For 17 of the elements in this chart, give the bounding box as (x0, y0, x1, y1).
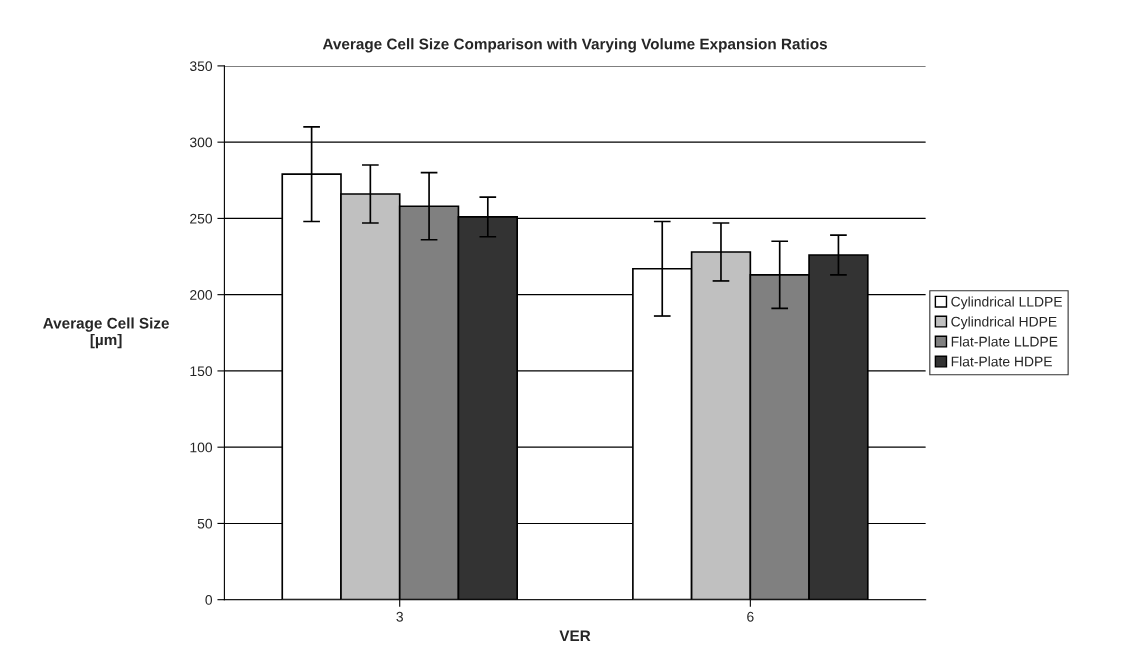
y-tick-label: 0 (205, 595, 213, 605)
y-tick-label: 100 (190, 442, 213, 453)
y-tick-label: 150 (190, 366, 213, 377)
legend-label: Flat-Plate LLDPE (951, 336, 1058, 347)
y-tick-label: 200 (190, 290, 213, 300)
y-axis-title: Average Cell Size [µm] (43, 317, 169, 349)
y-tick-label: 50 (197, 518, 213, 529)
chart-title: Average Cell Size Comparison with Varying Volume Expansion Ratios (322, 38, 827, 53)
y-tick-label: 350 (189, 61, 213, 72)
legend-label: Cylindrical LLDPE (951, 296, 1062, 310)
y-tick-label: 250 (190, 213, 213, 224)
x-tick-label: 3 (396, 611, 403, 622)
x-tick-label: 6 (747, 611, 754, 622)
legend-label: Flat-Plate HDPE (951, 356, 1052, 367)
x-axis-title: VER (559, 630, 591, 642)
y-tick-label: 300 (189, 137, 213, 148)
legend-label: Cylindrical HDPE (951, 316, 1057, 330)
